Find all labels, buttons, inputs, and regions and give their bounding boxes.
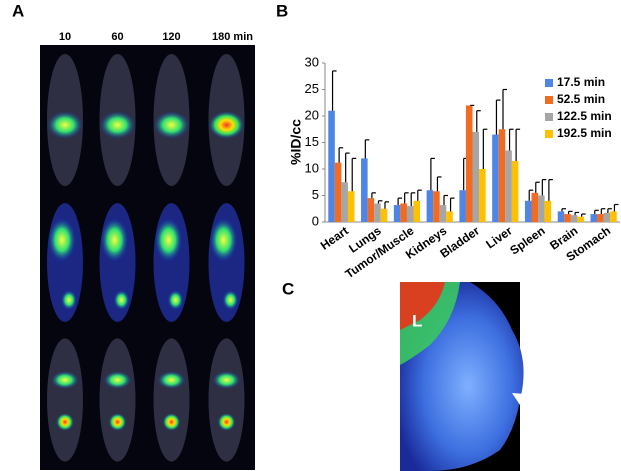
panel-a: A 10 60 120 180 min HEP0-ESIONP HEP8-ESIONP HE…	[10, 1, 255, 470]
arrow-head	[512, 393, 526, 405]
bar	[597, 214, 604, 222]
uptake	[100, 218, 129, 262]
uptake	[154, 218, 183, 262]
y-tick-label: 30	[305, 54, 319, 69]
arrow	[519, 396, 567, 427]
uptake	[47, 111, 83, 139]
panel-c: C L	[282, 279, 567, 471]
bar	[446, 211, 453, 222]
uptake	[99, 111, 136, 139]
bar	[413, 200, 421, 222]
panel-label: B	[276, 1, 288, 20]
legend-label: 52.5 min	[557, 92, 605, 106]
uptake	[208, 111, 245, 139]
image-marker: L	[412, 311, 422, 330]
bar	[564, 214, 571, 222]
bar	[459, 190, 466, 222]
mouse-body	[208, 338, 245, 462]
uptake	[48, 218, 76, 262]
y-axis-label: %ID/cc	[288, 119, 304, 165]
row-label: HEP0-ESIONP	[10, 83, 22, 157]
y-tick-label: 5	[312, 187, 319, 202]
y-tick-label: 0	[312, 213, 319, 228]
bar	[524, 200, 532, 222]
uptake	[153, 111, 190, 139]
bar	[577, 216, 584, 222]
x-tick-label: Spleen	[507, 224, 547, 258]
bar	[544, 200, 552, 222]
uptake	[103, 371, 132, 389]
bar	[492, 134, 499, 222]
bar	[498, 129, 506, 222]
bar	[603, 212, 611, 222]
bar	[328, 110, 335, 222]
bar	[557, 211, 565, 222]
uptake	[61, 290, 77, 310]
bar	[341, 182, 348, 222]
bar	[334, 162, 342, 222]
bar	[610, 211, 617, 222]
uptake	[222, 290, 239, 310]
uptake	[217, 413, 236, 431]
y-tick-label: 20	[305, 107, 319, 122]
bar	[590, 214, 598, 222]
bar	[505, 150, 512, 222]
bar	[433, 191, 440, 222]
bar	[374, 203, 381, 222]
y-tick-label: 15	[305, 134, 319, 149]
uptake	[167, 290, 184, 310]
mouse-body	[99, 338, 136, 462]
uptake	[162, 413, 181, 431]
uptake	[51, 371, 79, 389]
bar	[531, 192, 539, 222]
bar	[347, 191, 355, 222]
time-label: 10	[59, 31, 71, 43]
row-label: HEP8-ESIONP	[10, 226, 22, 300]
legend-label: 122.5 min	[557, 109, 612, 123]
bar	[465, 105, 473, 222]
hot-region	[400, 282, 445, 330]
bar	[479, 169, 486, 222]
bar	[367, 198, 375, 222]
uptake	[157, 371, 186, 389]
y-tick-label: 25	[305, 81, 319, 96]
bar	[439, 205, 447, 222]
time-label: 120	[162, 31, 180, 43]
bar	[406, 206, 414, 222]
uptake	[212, 371, 241, 389]
bar	[570, 215, 578, 222]
legend-label: 17.5 min	[557, 75, 605, 89]
mouse-body	[153, 338, 190, 462]
time-label: 60	[111, 31, 123, 43]
x-tick-label: Heart	[318, 224, 351, 253]
panel-label: A	[12, 1, 24, 20]
bar	[472, 131, 480, 222]
legend-swatch	[545, 79, 553, 87]
legend-swatch	[545, 96, 553, 104]
uptake	[56, 413, 74, 431]
mouse-body	[47, 338, 83, 462]
bar	[393, 205, 401, 222]
bar	[400, 203, 407, 222]
legend-swatch	[545, 113, 553, 121]
uptake	[209, 218, 238, 262]
legend-label: 192.5 min	[557, 126, 612, 140]
time-label: 180 min	[212, 31, 253, 43]
legend-swatch	[545, 130, 553, 138]
uptake	[113, 290, 130, 310]
bar	[538, 195, 545, 222]
chart: B %ID/cc 051015202530HeartLungsTumor/Mus…	[276, 1, 620, 281]
panel-label: C	[282, 279, 294, 298]
bar	[380, 208, 388, 222]
y-tick-label: 10	[305, 160, 319, 175]
bar	[426, 190, 434, 222]
row-label: HEP24-ESIONP	[10, 360, 22, 440]
uptake	[108, 413, 127, 431]
bar	[511, 161, 519, 222]
bar	[361, 158, 368, 222]
